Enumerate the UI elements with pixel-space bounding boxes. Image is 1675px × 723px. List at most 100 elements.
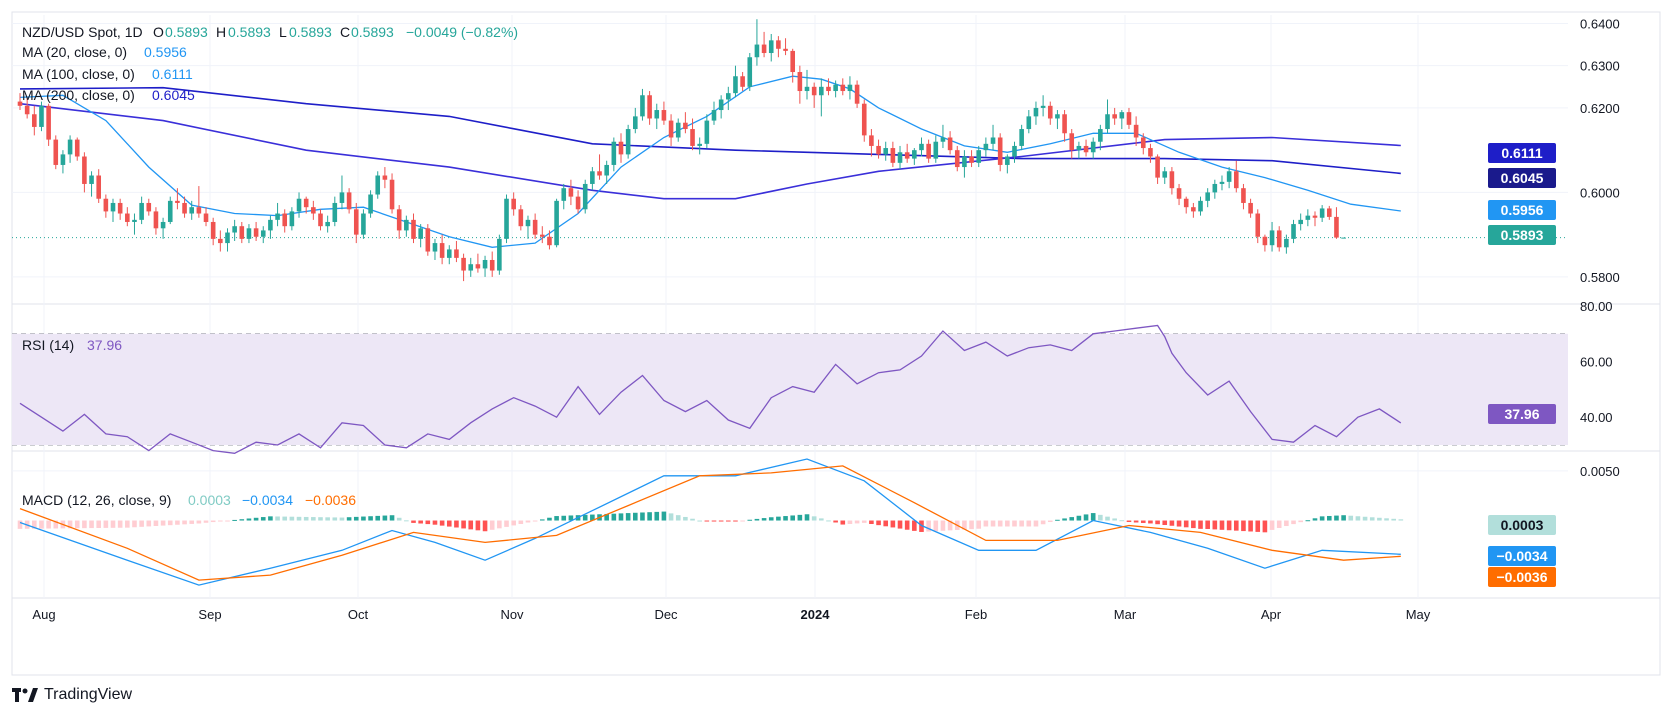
legend-macd-label[interactable]: MACD (12, 26, close, 9): [22, 492, 171, 508]
legend-macd-line: −0.0034: [242, 492, 293, 508]
candle-body: [196, 207, 202, 214]
macd-histogram-bar: [625, 513, 631, 521]
signal-line: [19, 465, 1401, 581]
macd-histogram-bar: [1026, 520, 1032, 527]
candle-body: [1341, 237, 1346, 239]
candle-body: [511, 198, 516, 210]
legend-ma20-label[interactable]: MA (20, close, 0): [22, 44, 127, 60]
macd-histogram-bar: [139, 520, 144, 527]
time-tick-label: 2024: [801, 607, 831, 622]
macd-histogram-bar: [611, 513, 617, 521]
candle-body: [1012, 145, 1017, 157]
macd-histogram-bar: [890, 520, 896, 528]
brand[interactable]: TradingView: [12, 686, 132, 704]
candle-body: [253, 228, 259, 237]
macd-histogram-bar: [196, 520, 202, 524]
macd-histogram-bar: [475, 520, 481, 531]
legend-ma200-value: 0.6045: [152, 87, 195, 103]
candle-body: [904, 152, 910, 159]
macd-histogram-bar: [754, 518, 760, 521]
candle-body: [103, 198, 109, 212]
candle-body: [940, 137, 946, 142]
macd-histogram-bar: [1105, 516, 1110, 521]
time-tick-label: Oct: [348, 607, 369, 622]
legend-rsi-label[interactable]: RSI (14): [22, 337, 74, 353]
candle-body: [96, 175, 102, 199]
candle-body: [1205, 192, 1210, 201]
badge-last-price: 0.5893: [1501, 227, 1544, 243]
macd-histogram-bar: [239, 519, 245, 521]
macd-histogram-bar: [919, 520, 924, 532]
candle-body: [146, 202, 152, 212]
candle-body: [396, 209, 402, 231]
candle-body: [1312, 215, 1318, 218]
candle-body: [618, 141, 624, 155]
macd-histogram-bar: [1305, 520, 1311, 522]
badge-macd-line: −0.0034: [1497, 548, 1548, 564]
macd-histogram-bar: [711, 520, 717, 522]
macd-histogram-bar: [1362, 516, 1368, 521]
candle-body: [225, 232, 230, 244]
candle-body: [117, 202, 123, 214]
macd-histogram-bar: [833, 520, 838, 523]
candle-body: [110, 202, 116, 212]
macd-histogram-bar: [976, 520, 982, 529]
ma100-line: [19, 86, 1401, 175]
candle-body: [353, 209, 359, 235]
macd-histogram-bar: [1112, 518, 1117, 521]
macd-histogram-bar: [332, 517, 338, 521]
candle-body: [232, 226, 237, 233]
candle-body: [1255, 213, 1261, 237]
candle-body: [1298, 219, 1303, 225]
legend-high-label: H: [216, 24, 226, 40]
time-tick-label: Nov: [500, 607, 524, 622]
macd-histogram-bar: [146, 520, 152, 527]
macd-histogram-bar: [1162, 520, 1168, 525]
macd-histogram-bar: [1262, 520, 1268, 533]
macd-histogram-bar: [82, 520, 87, 529]
macd-histogram-bar: [726, 520, 731, 522]
legend-close: 0.5893: [351, 24, 394, 40]
macd-histogram-bar: [504, 520, 509, 527]
macd-histogram-bar: [1291, 520, 1296, 525]
macd-histogram-bar: [296, 516, 302, 521]
macd-histogram-bar: [74, 520, 80, 529]
candle-body: [60, 154, 66, 165]
time-tick-label: Dec: [654, 607, 678, 622]
macd-histogram-bar: [110, 520, 116, 528]
legend-low: 0.5893: [289, 24, 332, 40]
grid-layer: [12, 15, 1660, 599]
macd-histogram-bar: [1040, 520, 1046, 525]
macd-histogram-bar: [1069, 517, 1075, 521]
candle-body: [418, 228, 423, 239]
candle-body: [819, 86, 824, 96]
candle-body: [1062, 114, 1067, 134]
candle-body: [912, 150, 917, 159]
macd-histogram-bar: [346, 517, 352, 521]
macd-histogram-bar: [1005, 520, 1010, 527]
macd-histogram-bar: [740, 520, 745, 522]
macd-histogram-bar: [432, 520, 438, 525]
macd-histogram-bar: [668, 513, 674, 521]
macd-histogram-bar: [1076, 515, 1082, 521]
macd-histogram-bar: [1269, 520, 1275, 530]
macd-histogram-bar: [761, 518, 767, 521]
price-tick-label: 0.6300: [1580, 59, 1620, 74]
legend-symbol[interactable]: NZD/USD Spot, 1D: [22, 24, 143, 40]
legend-ma200-label[interactable]: MA (200, close, 0): [22, 87, 135, 103]
macd-histogram-bar: [590, 514, 595, 521]
macd-histogram-bar: [446, 520, 452, 527]
candle-body: [554, 200, 559, 246]
badge-ma200-bg: [1488, 168, 1556, 188]
macd-histogram-bar: [175, 520, 180, 525]
macd-histogram-bar: [1205, 520, 1210, 529]
time-tick-label: May: [1406, 607, 1431, 622]
macd-histogram-bar: [847, 520, 853, 524]
candle-body: [532, 219, 538, 235]
macd-histogram-bar: [389, 515, 395, 521]
macd-histogram-bar: [1176, 520, 1182, 527]
candle-body: [933, 141, 939, 159]
macd-histogram-bar: [690, 518, 695, 521]
candle-body: [547, 236, 552, 246]
legend-ma100-label[interactable]: MA (100, close, 0): [22, 66, 135, 82]
